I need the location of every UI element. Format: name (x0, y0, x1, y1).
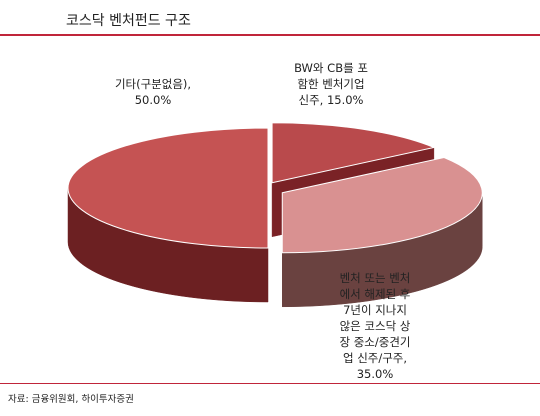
slice-label-line: 장 중소/중견기 (339, 335, 411, 349)
footer-rule (0, 383, 540, 384)
slice-label-line: BW와 CB를 포 (294, 61, 368, 75)
slice-label-line: 함한 벤처기업 (297, 77, 365, 91)
slice-label-line: 업 신주/구주, (342, 351, 408, 365)
slice-label-line: 않은 코스닥 상 (339, 319, 411, 333)
slice-label-line: 35.0% (356, 367, 394, 381)
slice-label-1: 벤처 또는 벤처 에서 해제된 후 7년이 지나지 않은 코스닥 상 장 중소/… (320, 270, 430, 382)
slice-label-line: 에서 해제된 후 (339, 287, 411, 301)
slice-label-0: BW와 CB를 포 함한 벤처기업 신주, 15.0% (266, 60, 396, 108)
slice-top-0 (271, 122, 436, 184)
slice-top-1 (281, 157, 483, 254)
source-note: 자료: 금융위원회, 하이투자증권 (8, 394, 134, 405)
slice-label-line: 신주, 15.0% (298, 93, 364, 107)
slice-label-line: 벤처 또는 벤처 (339, 271, 411, 285)
slice-label-line: 7년이 지나지 (343, 303, 407, 317)
title-rule (0, 34, 540, 36)
slice-top-2 (67, 127, 269, 249)
chart-title: 코스닥 벤처펀드 구조 (66, 13, 191, 29)
slice-label-2: 기타(구분없음), 50.0% (88, 76, 218, 108)
slice-label-line: 기타(구분없음), (114, 77, 192, 91)
slice-label-line: 50.0% (134, 93, 172, 107)
